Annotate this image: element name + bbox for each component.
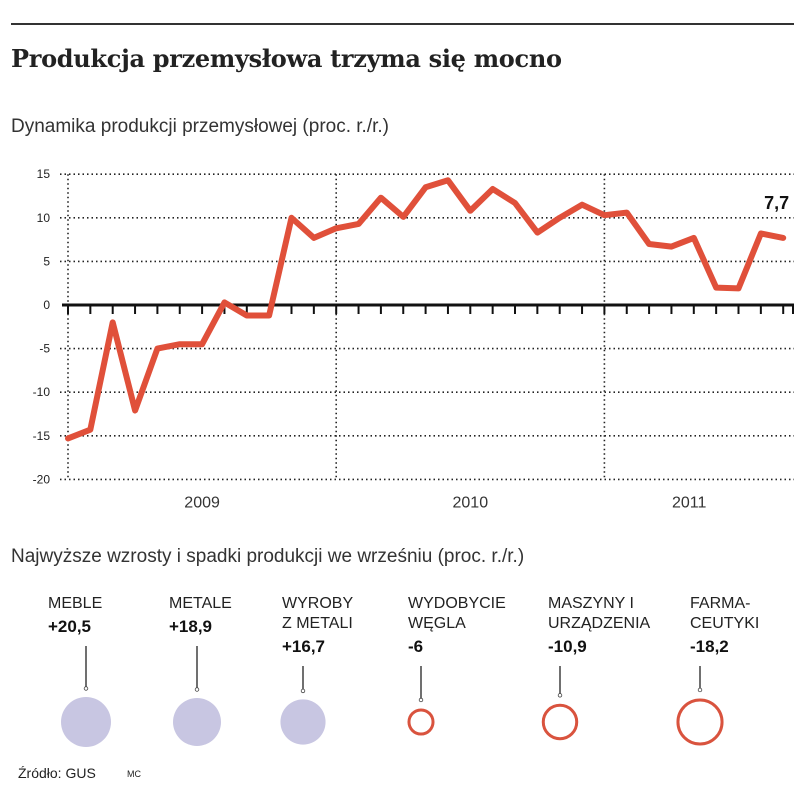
series bbox=[65, 177, 787, 442]
bubble-item-value: -6 bbox=[408, 637, 424, 656]
bubble-negative bbox=[676, 698, 724, 746]
bubble-item-value: -10,9 bbox=[548, 637, 587, 656]
x-year-label: 2009 bbox=[184, 494, 220, 511]
source-note: Źródło: GUS bbox=[18, 765, 96, 781]
leader-dot bbox=[194, 687, 200, 692]
x-year-label: 2010 bbox=[453, 494, 489, 511]
grid bbox=[60, 173, 794, 481]
leader-dot bbox=[418, 697, 424, 703]
page-title: Produkcja przemysłowa trzyma się mocno bbox=[11, 44, 562, 73]
value-annotation: 7,7 bbox=[764, 193, 789, 213]
x-year-label: 2011 bbox=[672, 494, 707, 511]
bubble-negative bbox=[407, 708, 435, 736]
x-axis-labels: 2009 2010 2011 bbox=[184, 494, 706, 511]
bubble-item-label: WYDOBYCIE WĘGLA bbox=[408, 595, 506, 632]
bubble-positive bbox=[61, 697, 111, 747]
bubble-item-label: MEBLE bbox=[48, 595, 103, 612]
y-tick-label: 10 bbox=[37, 211, 51, 225]
line-chart: 15 10 5 0 -5 -10 -15 -20 2009 2010 2011 7,7 bbox=[33, 167, 794, 511]
y-tick-label: -10 bbox=[33, 385, 51, 399]
leader-dot bbox=[557, 693, 563, 698]
bubble-item-label: MASZYNY I URZĄDZENIA bbox=[548, 595, 651, 632]
bubble-negative bbox=[541, 703, 579, 741]
bubble-positive bbox=[280, 699, 326, 745]
section2-title: Najwyższe wzrosty i spadki produkcji we … bbox=[11, 546, 525, 567]
y-tick-label: 15 bbox=[37, 167, 51, 181]
y-tick-label: -5 bbox=[39, 342, 50, 356]
y-tick-label: 5 bbox=[43, 254, 50, 268]
bubble-item-value: +20,5 bbox=[48, 617, 92, 636]
chart-subtitle: Dynamika produkcji przemysłowej (proc. r… bbox=[11, 116, 389, 137]
bubble-item-label: FARMA- CEUTYKI bbox=[690, 595, 760, 632]
bubble-item: WYDOBYCIE WĘGLA -6 bbox=[408, 594, 548, 658]
top-rule bbox=[11, 23, 794, 25]
bubble-item: METALE +18,9 bbox=[169, 594, 309, 638]
y-tick-label: -20 bbox=[33, 472, 51, 486]
y-tick-label: -15 bbox=[33, 429, 51, 443]
bubble-positive bbox=[172, 697, 222, 747]
leader-dot bbox=[697, 687, 703, 693]
bubble-item-label: METALE bbox=[169, 595, 232, 612]
bubble-item: WYROBY Z METALI +16,7 bbox=[282, 594, 422, 658]
bubble-item-value: +18,9 bbox=[169, 617, 213, 636]
bubble-item-value: -18,2 bbox=[690, 637, 729, 656]
x-axis bbox=[62, 303, 794, 314]
leader-dot bbox=[83, 686, 89, 691]
bubble-item: FARMA- CEUTYKI -18,2 bbox=[690, 594, 805, 658]
y-tick-label: 0 bbox=[43, 298, 50, 312]
bubble-item-label: WYROBY Z METALI bbox=[282, 595, 354, 632]
bubble-item-value: +16,7 bbox=[282, 637, 326, 656]
author-credit: MC bbox=[127, 769, 141, 779]
annotations: 7,7 bbox=[764, 193, 789, 213]
leader-dot bbox=[300, 688, 306, 694]
bubble-item: MASZYNY I URZĄDZENIA -10,9 bbox=[548, 594, 688, 658]
bubble-item: MEBLE +20,5 bbox=[48, 594, 188, 638]
y-axis-ticks: 15 10 5 0 -5 -10 -15 -20 bbox=[33, 167, 51, 486]
